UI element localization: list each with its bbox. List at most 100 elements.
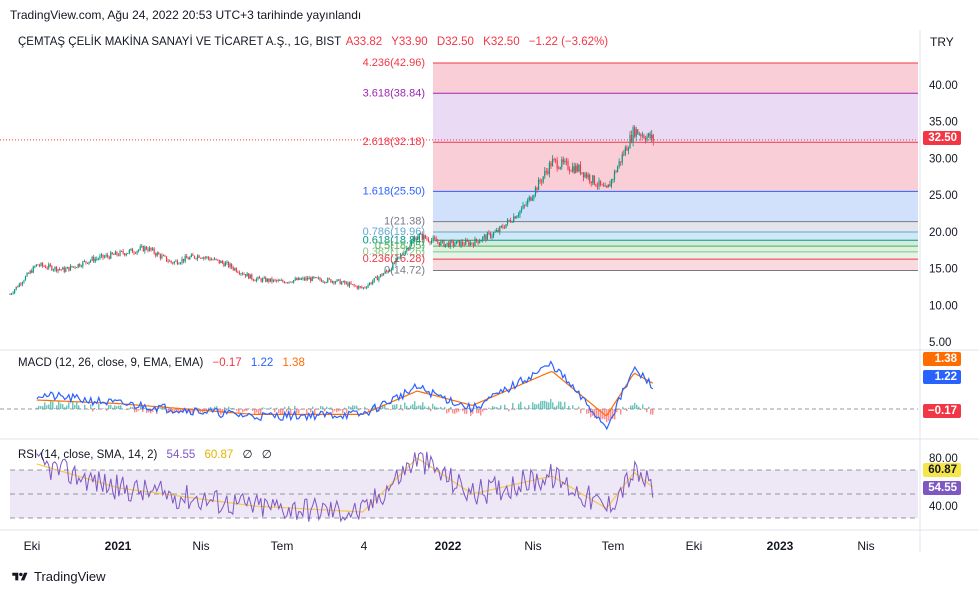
candle-body [382, 273, 385, 276]
macd-histogram-bar [110, 404, 112, 409]
fib-level-label: 0(14.72) [384, 265, 425, 277]
macd-histogram-bar [172, 409, 174, 414]
fib-zone [433, 251, 918, 260]
candle-body [240, 273, 242, 275]
candle-body [406, 248, 408, 252]
candle-body [652, 134, 654, 141]
macd-histogram-bar [620, 409, 622, 415]
candle-body [201, 257, 203, 259]
candle-body [615, 171, 617, 173]
candle-body [235, 268, 237, 272]
candle-body [516, 216, 518, 219]
candle-body [313, 276, 315, 278]
macd-histogram-bar [400, 404, 402, 409]
symbol-title[interactable]: ÇEMTAŞ ÇELİK MAKİNA SANAYİ VE TİCARET A.… [18, 36, 342, 48]
time-tick-label: 2022 [435, 539, 462, 553]
candle-body [567, 161, 569, 170]
candle-body [76, 267, 78, 269]
macd-histogram-bar [340, 409, 342, 411]
macd-histogram-bar [258, 409, 260, 415]
candle-body [254, 280, 256, 282]
candle-body [362, 287, 364, 289]
macd-histogram-bar [522, 408, 524, 409]
candle-body [65, 268, 67, 272]
macd-histogram-bar [434, 406, 436, 409]
macd-histogram-bar [274, 409, 276, 413]
macd-histogram-bar [424, 406, 426, 409]
macd-histogram-bar [312, 406, 314, 409]
ohlc-open: 33.82 [353, 36, 383, 48]
candle-body [568, 169, 571, 171]
rsi-value: 54.55 [166, 449, 196, 461]
macd-histogram-bar [346, 409, 348, 414]
candle-body [333, 281, 335, 284]
candle-body [26, 273, 28, 277]
macd-histogram-bar [446, 409, 448, 414]
macd-histogram-bar [256, 409, 258, 413]
candle-body [131, 248, 134, 253]
candle-body [162, 255, 165, 257]
candle-body [179, 262, 182, 264]
candle-body [345, 282, 347, 284]
candle-body [455, 241, 457, 245]
macd-histogram-bar [76, 401, 78, 409]
macd-histogram-bar [630, 405, 632, 409]
candle-body [303, 277, 306, 280]
candle-body [263, 277, 265, 279]
candle-body [550, 162, 552, 167]
fib-zone [433, 259, 918, 271]
macd-histogram-bar [572, 405, 574, 409]
macd-histogram-bar [132, 407, 134, 409]
price-tick-label: 20.00 [929, 227, 958, 239]
candle-body [246, 273, 248, 277]
macd-histogram-bar [190, 409, 192, 415]
ohlc-high-label: Y [391, 36, 399, 48]
candle-body [158, 252, 160, 255]
macd-histogram-bar [176, 409, 178, 412]
fib-zone [433, 93, 918, 143]
tradingview-brand[interactable]: TradingView [10, 569, 106, 584]
macd-histogram-bar [326, 406, 328, 409]
candle-body [113, 254, 115, 255]
macd-histogram-bar [358, 409, 360, 411]
macd-hist-tag: −0.17 [923, 404, 961, 418]
candle-body [499, 226, 501, 232]
macd-histogram-bar [36, 407, 38, 409]
ohlc-close: 32.50 [490, 36, 520, 48]
macd-histogram-bar [108, 405, 110, 409]
candle-body [393, 262, 395, 264]
macd-histogram-bar [276, 407, 278, 409]
candle-body [441, 240, 444, 242]
macd-histogram-bar [594, 409, 596, 418]
candle-body [286, 282, 289, 284]
macd-histogram-bar [68, 402, 70, 409]
candle-body [212, 259, 214, 261]
time-tick-label: 4 [361, 539, 368, 553]
macd-histogram-bar [508, 409, 510, 412]
candle-body [558, 168, 560, 170]
candle-body [618, 161, 620, 167]
macd-histogram-bar [360, 408, 362, 409]
candle-body [522, 205, 524, 209]
macd-histogram-bar [636, 404, 638, 409]
candle-body [576, 165, 578, 172]
macd-histogram-bar [120, 405, 122, 409]
candle-body [581, 172, 583, 174]
macd-histogram-bar [460, 409, 462, 410]
candle-body [342, 281, 344, 283]
macd-histogram-bar [130, 406, 132, 409]
rsi-title[interactable]: RSI (14, close, SMA, 14, 2) [18, 449, 158, 461]
candle-body [251, 274, 253, 280]
candle-body [276, 280, 278, 281]
macd-title[interactable]: MACD (12, 26, close, 9, EMA, EMA) [18, 357, 204, 369]
macd-histogram-bar [212, 409, 214, 410]
macd-histogram-bar [294, 405, 296, 409]
candle-body [624, 147, 626, 155]
candle-body [209, 258, 211, 261]
macd-histogram-bar [516, 408, 518, 409]
candle-body [59, 269, 61, 270]
candle-body [293, 280, 295, 283]
candle-body [31, 270, 33, 273]
candle-body [460, 241, 462, 247]
